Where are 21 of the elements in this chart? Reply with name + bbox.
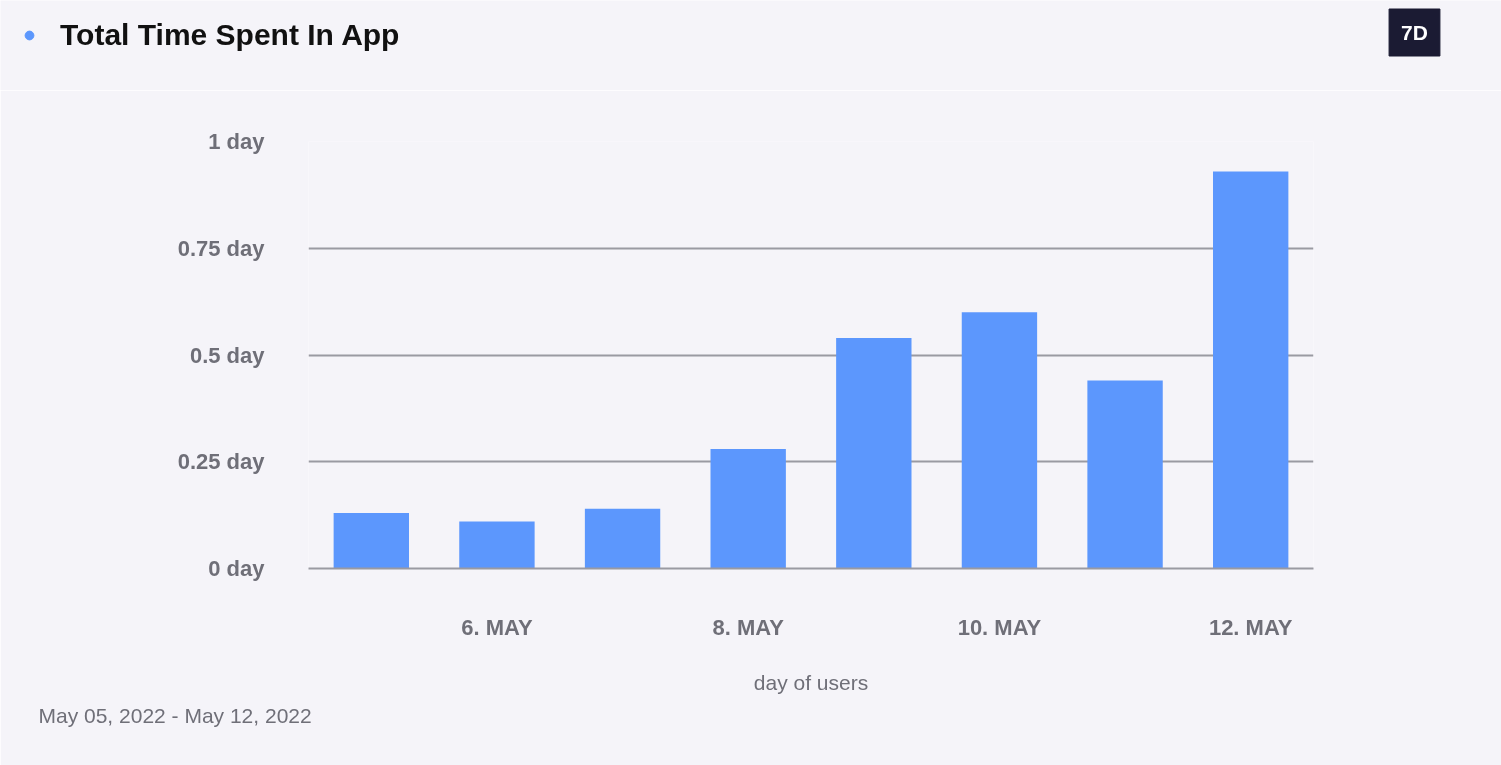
bar — [333, 512, 409, 569]
x-tick-label: 12. MAY — [1208, 614, 1293, 640]
bar — [710, 448, 786, 569]
y-tick-label: 0 day — [208, 556, 266, 581]
legend-label: Total Time Spent In App — [60, 18, 400, 52]
y-tick-label: 1 day — [208, 129, 266, 154]
x-tick-label: 6. MAY — [461, 614, 533, 640]
x-tick-label: 8. MAY — [712, 614, 785, 640]
y-tick-label: 0.25 day — [177, 449, 266, 475]
bar — [1213, 171, 1289, 569]
bar — [1087, 380, 1163, 569]
x-axis-title: day of users — [753, 670, 869, 694]
text: May 05, 2022 - May 12, 2022 — [38, 703, 312, 727]
y-tick-label: 0.5 day — [189, 342, 266, 368]
x-tick-label: 10. MAY — [957, 614, 1042, 640]
bar — [961, 312, 1038, 569]
bar — [459, 521, 535, 569]
y-tick-label: 0.75 day — [177, 235, 266, 261]
bar — [836, 337, 912, 569]
bar — [584, 508, 661, 569]
text: 7D — [1401, 21, 1428, 44]
